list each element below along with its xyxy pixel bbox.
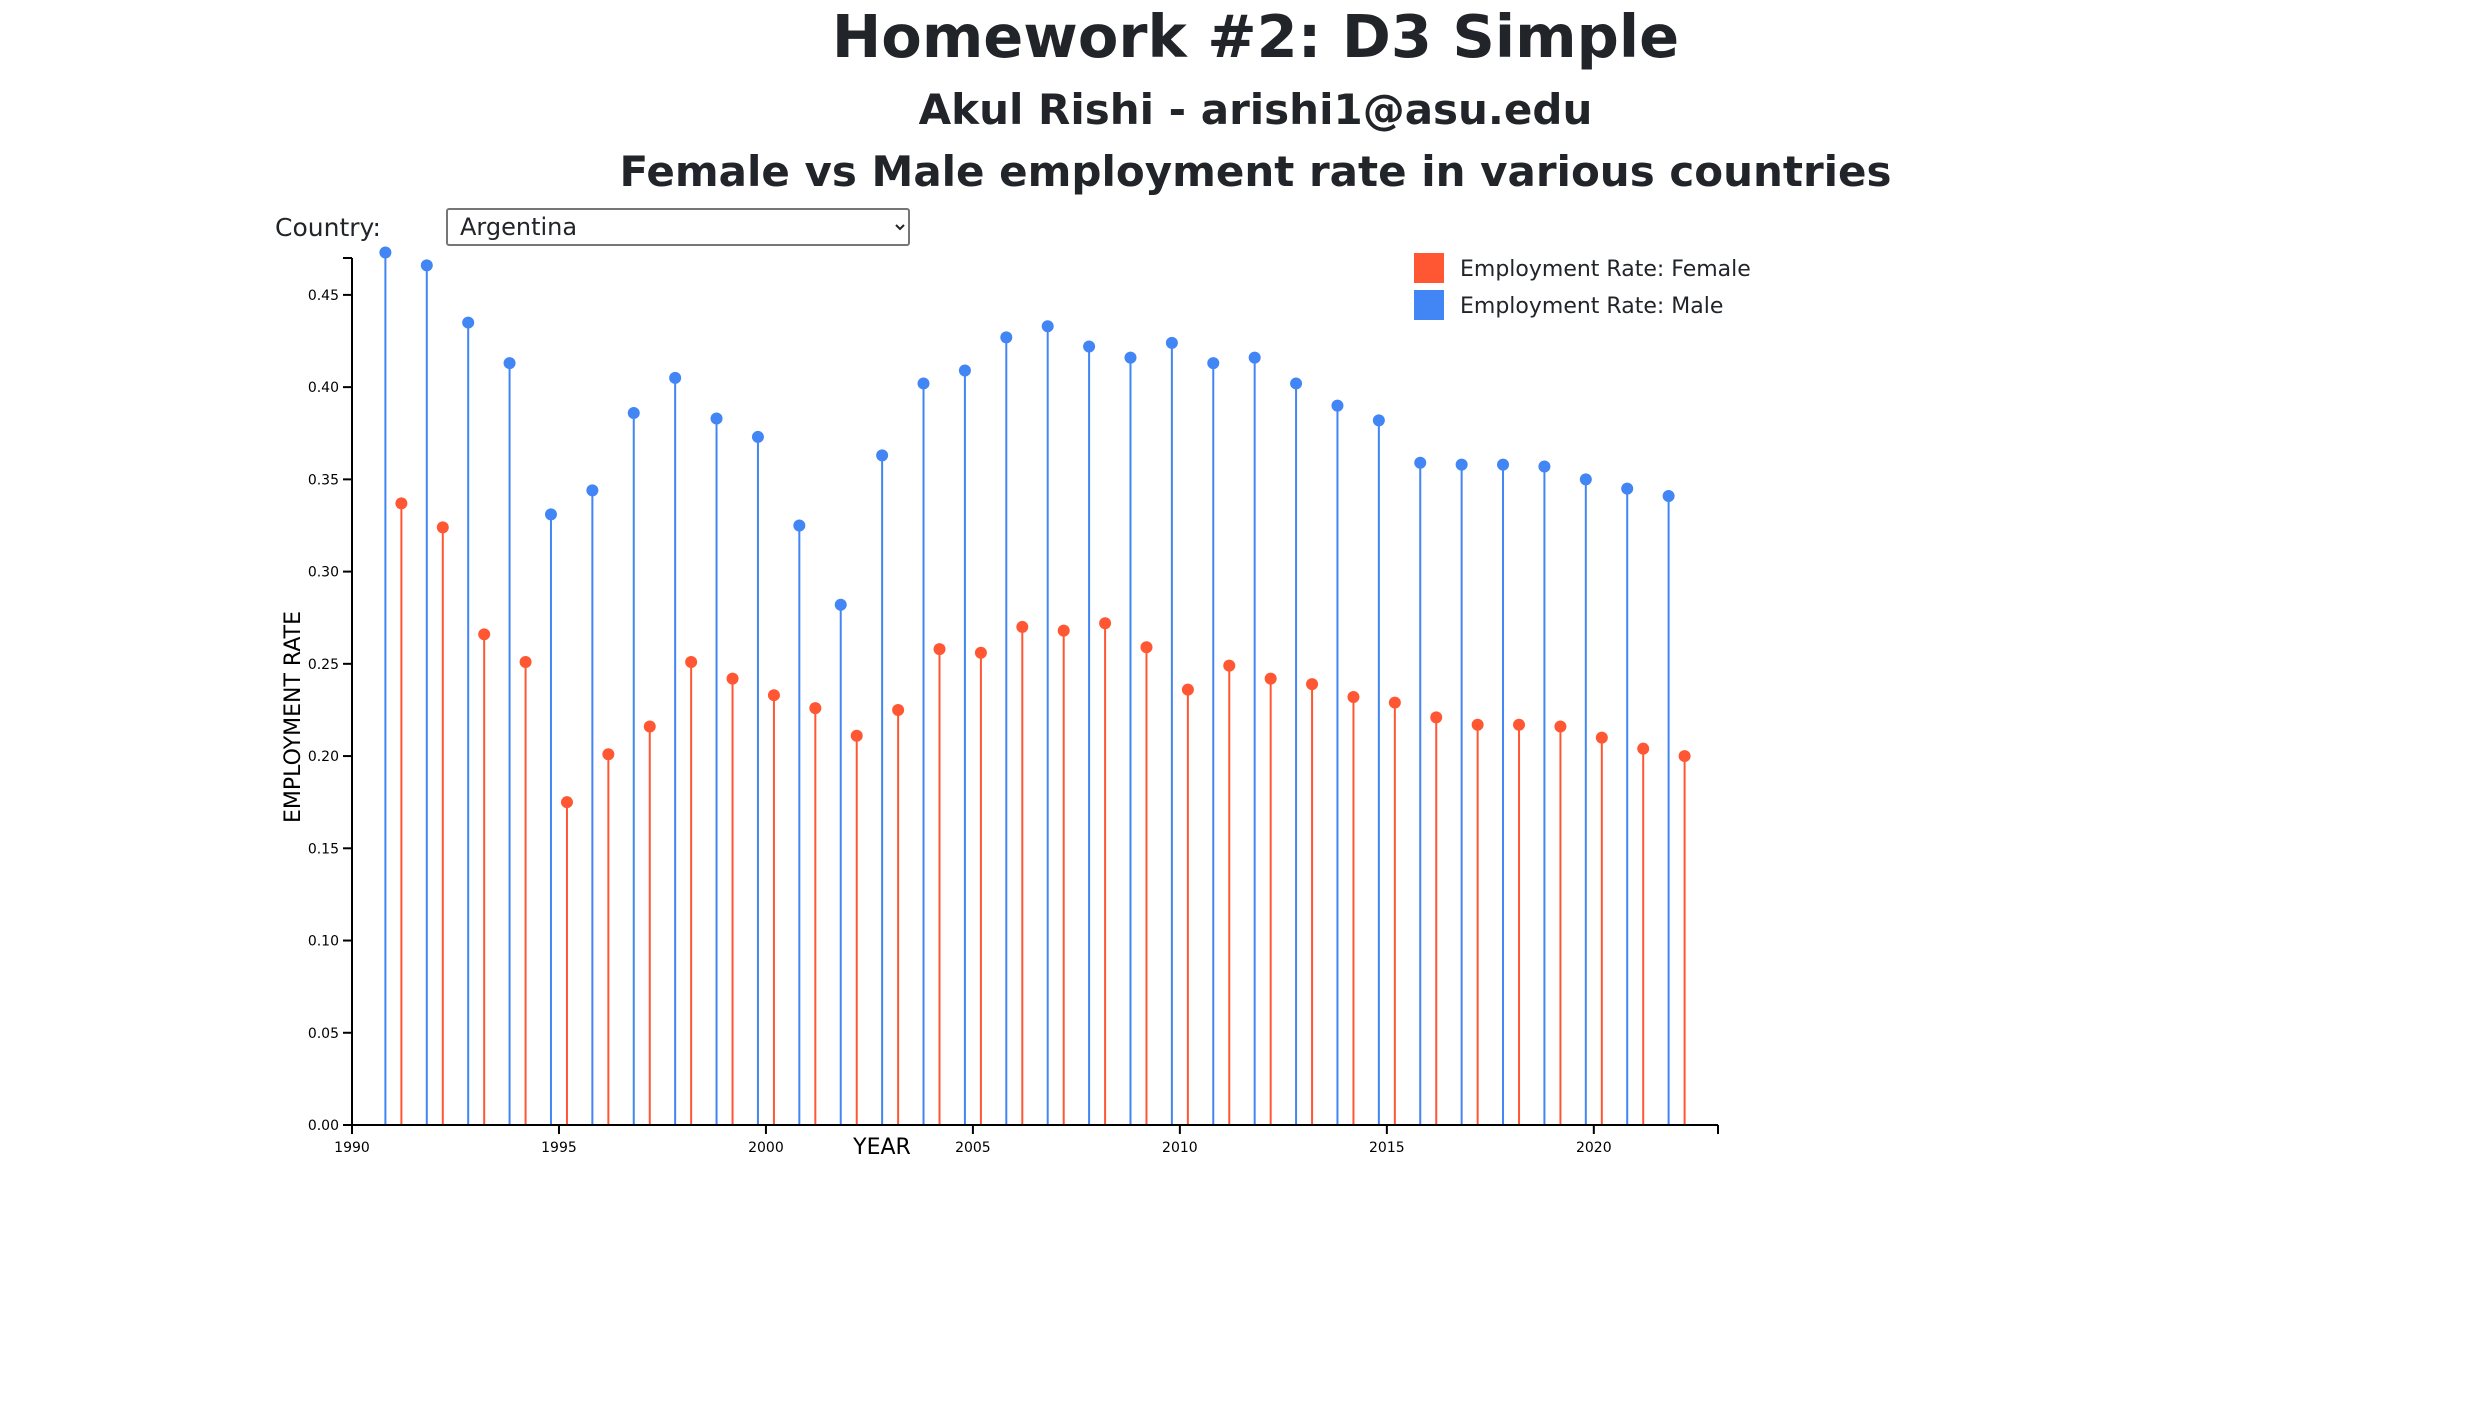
male-point-2017 (1455, 458, 1468, 471)
female-point-1992 (436, 521, 449, 534)
male-series (379, 246, 1675, 1125)
x-tick-label: 2000 (748, 1140, 784, 1156)
male-point-1998 (669, 371, 682, 384)
female-point-2011 (1223, 659, 1236, 672)
female-point-1998 (685, 655, 698, 668)
female-point-2001 (809, 702, 822, 715)
legend: Employment Rate: Female Employment Rate:… (1414, 253, 1751, 320)
male-point-2000 (751, 430, 764, 443)
axes: 0.00 0.05 0.10 0.15 0.20 0.25 0.30 0.35 0.40 0.45… (308, 257, 1719, 1156)
male-point-2018 (1497, 458, 1510, 471)
female-point-2009 (1140, 641, 1153, 654)
female-point-1997 (643, 720, 656, 733)
male-point-2016 (1414, 456, 1427, 469)
x-tick-label: 2015 (1369, 1140, 1405, 1156)
female-point-2017 (1471, 718, 1484, 731)
female-point-2020 (1595, 731, 1608, 744)
female-point-2018 (1513, 718, 1526, 731)
male-point-2015 (1372, 414, 1385, 427)
legend-male-swatch (1414, 290, 1444, 320)
female-point-2010 (1181, 683, 1194, 696)
male-point-1995 (544, 508, 557, 521)
male-point-1994 (503, 357, 516, 370)
female-point-2007 (1057, 624, 1070, 637)
y-tick-label: 0.30 (308, 565, 339, 581)
y-tick-label: 0.00 (308, 1118, 339, 1134)
male-point-1992 (420, 259, 433, 272)
female-point-2000 (767, 689, 780, 702)
female-point-2022 (1678, 750, 1691, 763)
male-point-2022 (1662, 489, 1675, 502)
female-point-1999 (726, 672, 739, 685)
female-point-2006 (1016, 620, 1029, 633)
female-point-2008 (1099, 617, 1112, 630)
female-point-2016 (1430, 711, 1443, 724)
female-point-2002 (850, 729, 863, 742)
male-point-2020 (1579, 473, 1592, 486)
male-point-1991 (379, 246, 392, 259)
x-axis-title: YEAR (852, 1135, 911, 1160)
x-tick-label: 1990 (334, 1140, 370, 1156)
y-tick-label: 0.20 (308, 749, 339, 765)
female-point-2021 (1637, 742, 1650, 755)
male-point-2005 (958, 364, 971, 377)
page-title: Homework #2: D3 Simple (831, 2, 1680, 71)
male-point-1996 (586, 484, 599, 497)
female-point-2012 (1264, 672, 1277, 685)
male-point-2002 (834, 598, 847, 611)
legend-male-label: Employment Rate: Male (1460, 294, 1723, 319)
male-point-1999 (710, 412, 723, 425)
male-point-2001 (793, 519, 806, 532)
male-point-2009 (1124, 351, 1137, 364)
male-point-2006 (1000, 331, 1013, 344)
female-point-2003 (892, 703, 905, 716)
x-tick-label: 2020 (1576, 1140, 1612, 1156)
female-point-1993 (478, 628, 491, 641)
female-series (395, 497, 1691, 1125)
female-point-2019 (1554, 720, 1567, 733)
male-point-2007 (1041, 320, 1054, 333)
male-point-2014 (1331, 399, 1344, 412)
female-point-1994 (519, 655, 532, 668)
male-point-2008 (1083, 340, 1096, 353)
female-point-1996 (602, 748, 615, 761)
author-line: Akul Rishi - arishi1@asu.edu (918, 85, 1593, 134)
male-point-2011 (1207, 357, 1220, 370)
male-point-2010 (1165, 336, 1178, 349)
female-point-2013 (1306, 678, 1319, 691)
y-tick-label: 0.35 (308, 472, 339, 488)
y-tick-label: 0.05 (308, 1026, 339, 1042)
country-select[interactable]: Argentina (446, 208, 910, 246)
male-point-2021 (1621, 482, 1634, 495)
female-point-2014 (1347, 691, 1360, 704)
male-point-2013 (1290, 377, 1303, 390)
female-point-2005 (974, 646, 987, 659)
y-tick-label: 0.45 (308, 288, 339, 304)
female-point-1995 (560, 796, 573, 809)
male-point-2019 (1538, 460, 1551, 473)
y-axis-title: EMPLOYMENT RATE (281, 611, 306, 823)
x-tick-label: 1995 (541, 1140, 577, 1156)
y-tick-label: 0.10 (308, 934, 339, 950)
female-point-1991 (395, 497, 408, 510)
male-point-2003 (876, 449, 889, 462)
male-point-1997 (627, 406, 640, 419)
female-point-2015 (1388, 696, 1401, 709)
female-point-2004 (933, 643, 946, 656)
y-tick-label: 0.15 (308, 841, 339, 857)
x-tick-label: 2010 (1162, 1140, 1198, 1156)
legend-female-label: Employment Rate: Female (1460, 257, 1751, 282)
male-point-2012 (1248, 351, 1261, 364)
male-point-2004 (917, 377, 930, 390)
country-label: Country: (275, 213, 381, 242)
legend-female-swatch (1414, 253, 1444, 283)
x-tick-label: 2005 (955, 1140, 991, 1156)
chart-heading: Female vs Male employment rate in variou… (619, 147, 1892, 196)
y-tick-label: 0.25 (308, 657, 339, 673)
y-tick-label: 0.40 (308, 380, 339, 396)
male-point-1993 (462, 316, 475, 329)
